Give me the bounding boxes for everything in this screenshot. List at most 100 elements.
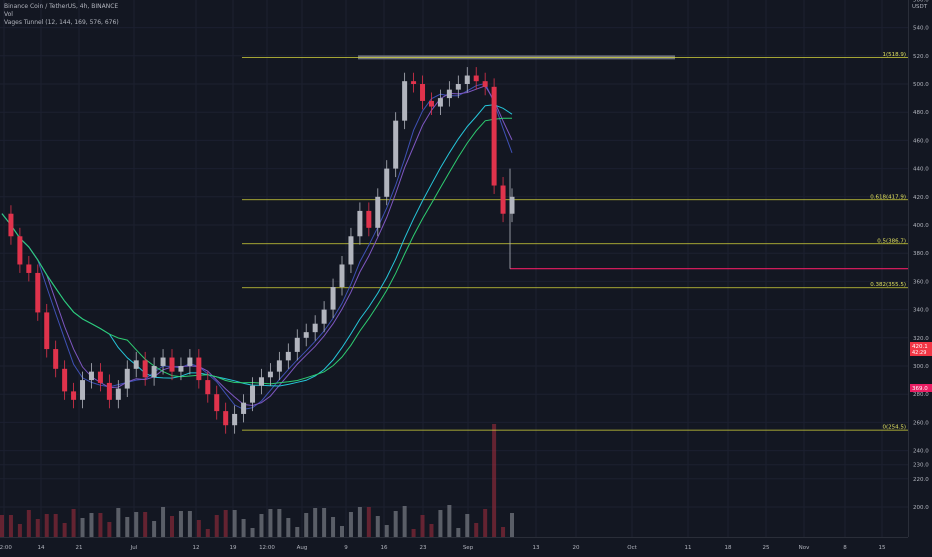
price-tick-label: 280.0 (913, 392, 929, 398)
candle-body (446, 89, 452, 99)
candle-body (196, 357, 202, 381)
time-tick-label: 13 (533, 545, 540, 551)
candle-body (509, 196, 515, 214)
time-tick-label: Nov (799, 545, 810, 551)
chart-grid (0, 0, 908, 537)
time-tick-label: 9 (344, 545, 348, 551)
candle-body (285, 351, 291, 361)
price-tick-label: 500.0 (913, 82, 929, 88)
price-tick-label: 560.0 (913, 0, 929, 3)
volume-bar (107, 522, 112, 537)
candle-body (357, 210, 363, 237)
volume-bar (447, 505, 452, 537)
volume-bar (402, 506, 407, 537)
volume-bar (259, 514, 264, 537)
price-tick-label: 380.0 (913, 251, 929, 257)
volume-bar (250, 528, 255, 537)
price-axis[interactable]: USDT 200.0 220.0 230.0 240.0 260.0 280.0 300.0 3… (908, 0, 932, 537)
time-tick-label: 18 (725, 545, 732, 551)
volume-bar (340, 526, 344, 537)
volume-bar (161, 507, 166, 537)
price-badge (910, 342, 932, 356)
time-tick-label: Oct (627, 545, 637, 551)
time-tick-label: Jul (130, 545, 138, 551)
candle-body (303, 332, 309, 338)
volume-bar (510, 513, 514, 537)
volume-bars (0, 424, 514, 537)
candle-body (428, 100, 434, 107)
volume-bar (62, 523, 67, 537)
candle-body (223, 411, 229, 426)
volume-bar (17, 524, 22, 537)
candle-body (160, 357, 166, 366)
candle-body (267, 371, 273, 378)
candle-body (187, 357, 193, 366)
price-tick-label: 540.0 (913, 26, 929, 32)
volume-bar (295, 527, 300, 537)
moving-average-lines (1, 82, 513, 410)
candle-body (151, 366, 157, 378)
candle-body (348, 236, 354, 265)
volume-bar (286, 518, 291, 537)
candle-body (294, 337, 300, 352)
candle-body (124, 368, 130, 389)
symbol-title[interactable]: Binance Coin / TetherUS, 4h, BINANCE (4, 3, 119, 10)
volume-bar (44, 514, 49, 537)
time-tick-label: 19 (230, 545, 237, 551)
candle-body (339, 264, 345, 288)
volume-bar (187, 511, 192, 537)
support-line (509, 168, 908, 270)
indicator-legend[interactable]: Vages Tunnel (12, 144, 169, 576, 676) (4, 19, 119, 26)
time-tick-label: 12:00 (0, 545, 12, 551)
candle-body (53, 349, 59, 369)
volume-bar (322, 508, 327, 537)
volume-bar (214, 515, 219, 537)
volume-bar (89, 513, 94, 537)
volume-bar (483, 509, 488, 537)
candle-body (26, 264, 32, 273)
price-badge-countdown: 42:29 (912, 350, 926, 356)
price-tick-label: 240.0 (913, 449, 929, 455)
volume-legend[interactable]: Vol (4, 11, 13, 18)
candle-body (411, 81, 417, 84)
volume-bar (456, 528, 461, 537)
time-tick-label: 12 (193, 545, 200, 551)
candle-body (214, 394, 220, 412)
candle-body (169, 357, 175, 372)
candle-body (115, 388, 121, 400)
volume-bar (196, 520, 201, 537)
volume-bar (53, 514, 58, 537)
price-tick-label: 300.0 (913, 364, 929, 370)
time-tick-label: 12:00 (259, 545, 275, 551)
volume-bar (134, 512, 139, 537)
time-axis[interactable]: 12:00 14 21 Jul 12 19 12:00 Aug 9 16 23 Sep 13 20 Oct 1… (0, 537, 908, 551)
volume-bar (348, 512, 353, 537)
candle-body (258, 377, 264, 386)
volume-bar (384, 525, 389, 537)
candle-body (71, 391, 77, 400)
volume-bar (375, 516, 380, 537)
volume-bar (277, 509, 282, 537)
time-tick-label: 11 (685, 545, 692, 551)
fib-label: 0.382(355.5) (870, 282, 906, 288)
fib-label: 1(518.9) (882, 52, 906, 58)
candle-body (241, 402, 247, 414)
candle-body (366, 210, 372, 228)
ema-fast-line (1, 85, 513, 407)
candle-body (17, 236, 23, 265)
volume-bar (223, 510, 228, 537)
time-tick-label: 8 (843, 545, 847, 551)
candle-body (500, 185, 506, 214)
candle-body (420, 84, 426, 101)
volume-bar (71, 509, 76, 537)
candle-body (473, 75, 479, 82)
volume-bar (232, 510, 237, 537)
price-tick-label: 230.0 (913, 463, 929, 469)
volume-bar (143, 512, 148, 537)
volume-bar (420, 515, 425, 537)
time-tick-label: Sep (463, 545, 474, 551)
candlesticks (8, 67, 515, 434)
volume-bar (331, 517, 336, 537)
candle-body (393, 120, 399, 169)
